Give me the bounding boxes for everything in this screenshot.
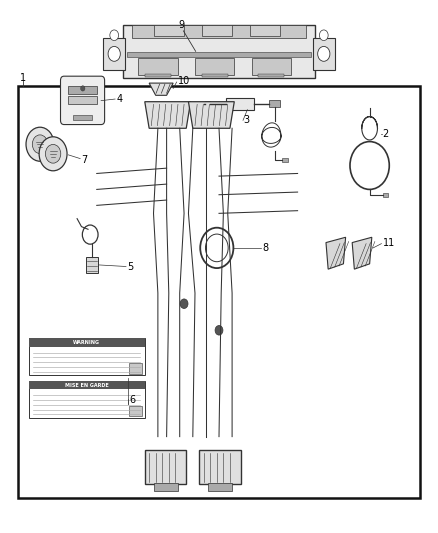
Polygon shape [149,83,173,95]
Bar [123,25,315,78]
Bar [132,25,306,38]
Circle shape [319,30,328,41]
Bar [226,98,254,110]
Bar [250,25,280,36]
Bar [29,338,145,375]
Bar [145,450,186,484]
Text: 9: 9 [179,20,185,30]
Bar [201,25,232,36]
Bar [195,58,234,75]
Text: 5: 5 [127,262,134,271]
Bar [68,86,97,94]
Text: 7: 7 [81,155,88,165]
FancyBboxPatch shape [60,76,105,125]
Bar [269,100,280,107]
Polygon shape [326,237,346,269]
Circle shape [318,46,330,61]
Bar [383,192,388,197]
Bar [201,74,228,77]
Circle shape [39,137,67,171]
Bar [138,58,177,75]
Bar [73,115,92,120]
Circle shape [180,299,188,309]
Bar [68,96,97,104]
Text: 4: 4 [117,94,123,104]
Polygon shape [352,237,372,269]
Circle shape [81,86,85,91]
Text: MISE EN GARDE: MISE EN GARDE [65,383,109,387]
Circle shape [46,144,61,163]
Circle shape [26,127,54,161]
Bar [153,25,184,36]
Bar [313,38,335,70]
Bar [127,52,311,56]
Text: 10: 10 [177,77,190,86]
Circle shape [108,46,120,61]
Text: 11: 11 [383,238,395,247]
Circle shape [32,135,48,154]
Text: 3: 3 [243,115,249,125]
Bar [86,257,98,273]
Bar [29,381,145,418]
Bar [258,74,285,77]
Text: 8: 8 [263,243,269,253]
Bar [103,38,125,70]
Text: 1: 1 [19,73,25,83]
Bar [145,74,171,77]
Bar [153,483,177,491]
Bar [130,364,142,374]
Text: WARNING: WARNING [73,340,100,345]
Bar [283,158,288,163]
Bar [29,381,145,389]
Circle shape [110,30,119,41]
Polygon shape [205,101,210,107]
Polygon shape [145,102,191,128]
Bar [252,58,291,75]
Bar [18,86,420,498]
Polygon shape [188,102,234,128]
Bar [29,338,145,347]
Bar [199,450,241,484]
Text: 2: 2 [383,128,389,139]
Text: 6: 6 [130,395,136,406]
Bar [130,406,142,416]
Bar [208,483,232,491]
Circle shape [215,326,223,335]
